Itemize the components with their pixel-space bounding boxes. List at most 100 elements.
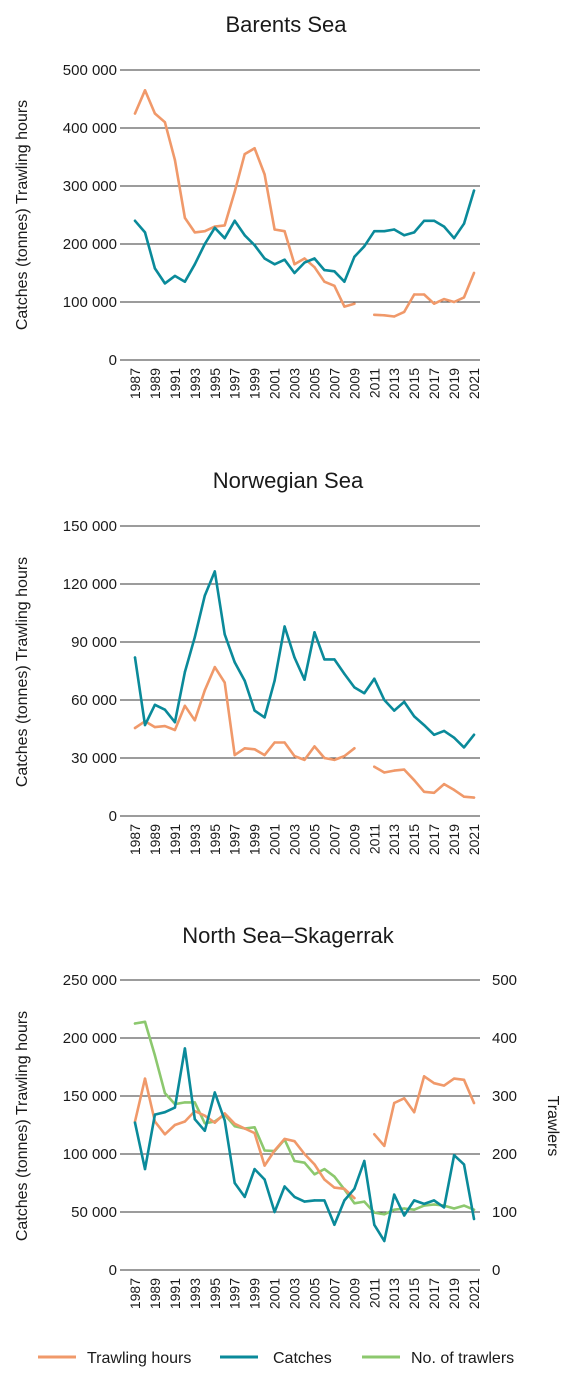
series-line-catches <box>133 189 476 285</box>
data-point <box>393 709 396 712</box>
data-point <box>193 1101 196 1104</box>
x-tick-label: 2007 <box>326 824 342 855</box>
data-point <box>383 1213 386 1216</box>
data-point <box>393 315 396 318</box>
data-point <box>413 1199 416 1202</box>
x-tick-label: 2003 <box>287 824 303 855</box>
data-point <box>273 679 276 682</box>
data-point <box>442 1206 446 1209</box>
y-tick-label: 200 000 <box>63 236 117 253</box>
x-tick-label: 1989 <box>147 1278 163 1309</box>
x-tick-label: 2015 <box>406 824 422 855</box>
data-point <box>333 1175 336 1178</box>
y-axis-label: Catches (tonnes) Trawling hours <box>14 557 31 787</box>
data-point <box>413 1111 416 1114</box>
x-tick-label: 2007 <box>326 1278 342 1309</box>
data-point <box>383 771 386 774</box>
series-trawling-hours <box>133 1075 476 1200</box>
x-tick-label: 1991 <box>167 368 183 399</box>
data-point <box>143 89 147 92</box>
x-tick-label: 1991 <box>167 1278 183 1309</box>
data-point <box>273 1149 276 1152</box>
data-point <box>303 261 306 264</box>
legend-item-trawling-hours: Trawling hours <box>38 1350 191 1367</box>
data-point <box>253 1167 256 1171</box>
x-tick-label: 2001 <box>267 824 283 855</box>
data-point <box>223 633 226 636</box>
data-point <box>163 282 167 285</box>
data-point <box>273 741 276 744</box>
x-tick-label: 1999 <box>247 1278 263 1309</box>
data-point <box>472 189 476 192</box>
series-trawling-hours <box>133 89 476 318</box>
data-point <box>233 190 236 193</box>
data-point <box>442 729 446 733</box>
x-tick-label: 2015 <box>406 368 422 399</box>
data-point <box>383 314 386 317</box>
data-point <box>153 1113 157 1116</box>
x-tick-label: 2011 <box>366 368 382 398</box>
x-tick-label: 2005 <box>306 824 322 855</box>
data-point <box>393 1193 396 1196</box>
data-point <box>243 234 246 237</box>
data-point <box>442 1084 446 1087</box>
data-point <box>213 665 216 669</box>
data-point <box>393 1101 396 1105</box>
data-point <box>462 222 466 225</box>
x-tick-label: 1987 <box>127 368 143 399</box>
y-tick-label: 0 <box>109 352 117 369</box>
data-point <box>173 1106 177 1109</box>
data-point <box>133 656 137 659</box>
y-right-tick-label: 0 <box>492 1262 500 1279</box>
data-point <box>383 1144 386 1148</box>
data-point <box>133 1121 137 1124</box>
x-tick-label: 1991 <box>167 824 183 855</box>
data-point <box>313 1173 316 1176</box>
data-point <box>183 1047 187 1050</box>
data-point <box>203 1129 206 1133</box>
y-right-tick-label: 500 <box>492 972 517 989</box>
data-point <box>313 631 316 634</box>
y-right-tick-label: 400 <box>492 1030 517 1047</box>
data-point <box>393 228 396 231</box>
data-point <box>143 1020 147 1023</box>
data-point <box>432 1199 436 1202</box>
legend-item-trawlers: No. of trawlers <box>362 1350 514 1367</box>
data-point <box>213 226 216 229</box>
y-tick-label: 300 000 <box>63 178 117 195</box>
data-point <box>253 244 256 247</box>
data-point <box>442 782 446 786</box>
data-point <box>153 725 157 729</box>
data-point <box>153 1054 157 1057</box>
data-point <box>273 1210 276 1214</box>
data-point <box>452 300 456 304</box>
data-point <box>273 263 276 266</box>
data-point <box>432 302 436 305</box>
y-axis-label: Catches (tonnes) Trawling hours <box>14 100 31 330</box>
data-point <box>353 1202 356 1205</box>
data-point <box>472 733 476 736</box>
x-tick-label: 2005 <box>306 1278 322 1309</box>
data-point <box>263 716 266 719</box>
data-point <box>452 237 456 240</box>
data-point <box>442 225 446 228</box>
data-point <box>223 681 226 684</box>
x-tick-label: 1999 <box>247 368 263 399</box>
data-point <box>432 1082 436 1085</box>
legend-label: No. of trawlers <box>411 1350 514 1367</box>
x-tick-label: 2005 <box>306 368 322 399</box>
data-point <box>263 753 266 757</box>
data-point <box>323 280 326 283</box>
data-point <box>173 1123 177 1127</box>
legend: Trawling hours Catches No. of trawlers <box>38 1350 514 1367</box>
y-tick-label: 400 000 <box>63 120 117 137</box>
data-point <box>363 1159 366 1163</box>
data-point <box>153 703 157 706</box>
data-point <box>452 736 456 739</box>
data-point <box>313 745 316 748</box>
x-tick-label: 2011 <box>366 1278 382 1308</box>
y-tick-label: 100 000 <box>63 1146 117 1163</box>
data-point <box>183 280 187 283</box>
data-point <box>283 230 286 233</box>
